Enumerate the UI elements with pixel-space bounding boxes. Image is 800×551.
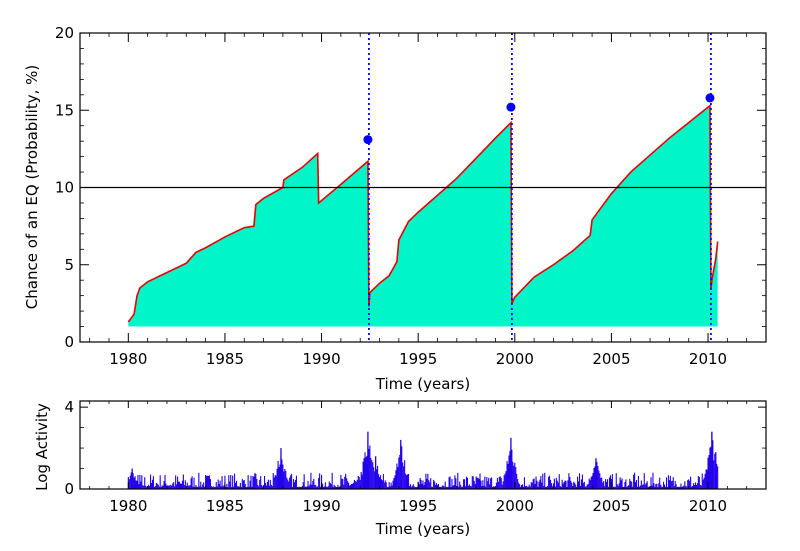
x-tick-label-1980: 1980 xyxy=(109,350,147,368)
activity-y-tick-label-4: 4 xyxy=(64,398,74,416)
x-tick-label-2005: 2005 xyxy=(592,350,630,368)
y-tick-label-15: 15 xyxy=(55,101,74,119)
activity-x-tick-label-2000: 2000 xyxy=(496,497,534,515)
probability-area-fill xyxy=(128,105,718,327)
probability-y-axis: 0 5 10 15 20 xyxy=(55,24,766,351)
y-tick-label-10: 10 xyxy=(55,179,74,197)
x-tick-label-1995: 1995 xyxy=(399,350,437,368)
activity-x-axis: 1980 1985 1990 1995 2000 2005 2010 xyxy=(89,401,748,515)
x-tick-label-1990: 1990 xyxy=(302,350,340,368)
probability-x-axis-title: Time (years) xyxy=(375,375,470,393)
activity-x-axis-title: Time (years) xyxy=(375,520,470,538)
activity-y-axis-title: Log Activity xyxy=(33,403,51,491)
probability-chart: 1980 1985 1990 1995 2000 2005 2010 0 5 10 15 20 Ti… xyxy=(23,24,767,393)
event-marker-3 xyxy=(705,93,715,103)
y-tick-label-20: 20 xyxy=(55,24,74,42)
activity-x-tick-label-1980: 1980 xyxy=(109,497,147,515)
y-tick-label-5: 5 xyxy=(64,256,74,274)
probability-plot-area xyxy=(80,33,766,342)
y-tick-label-0: 0 xyxy=(64,333,74,351)
activity-y-tick-label-0: 0 xyxy=(64,480,74,498)
activity-x-tick-label-2010: 2010 xyxy=(689,497,727,515)
activity-plot-area xyxy=(127,431,719,489)
activity-plot-frame xyxy=(79,400,767,490)
activity-y-axis: 04 xyxy=(64,398,766,498)
activity-x-tick-label-1990: 1990 xyxy=(302,497,340,515)
activity-x-tick-label-1985: 1985 xyxy=(206,497,244,515)
probability-x-axis: 1980 1985 1990 1995 2000 2005 2010 xyxy=(89,33,748,368)
x-tick-label-2010: 2010 xyxy=(689,350,727,368)
activity-x-tick-label-2005: 2005 xyxy=(592,497,630,515)
x-tick-label-2000: 2000 xyxy=(496,350,534,368)
event-marker-1 xyxy=(363,135,373,145)
activity-chart: 1980 1985 1990 1995 2000 2005 2010 04 Time (ye… xyxy=(33,398,767,538)
probability-line xyxy=(127,103,719,323)
activity-x-tick-label-1995: 1995 xyxy=(399,497,437,515)
event-marker-2 xyxy=(506,102,516,112)
probability-y-axis-title: Chance of an EQ (Probability, %) xyxy=(23,65,41,309)
x-tick-label-1985: 1985 xyxy=(206,350,244,368)
